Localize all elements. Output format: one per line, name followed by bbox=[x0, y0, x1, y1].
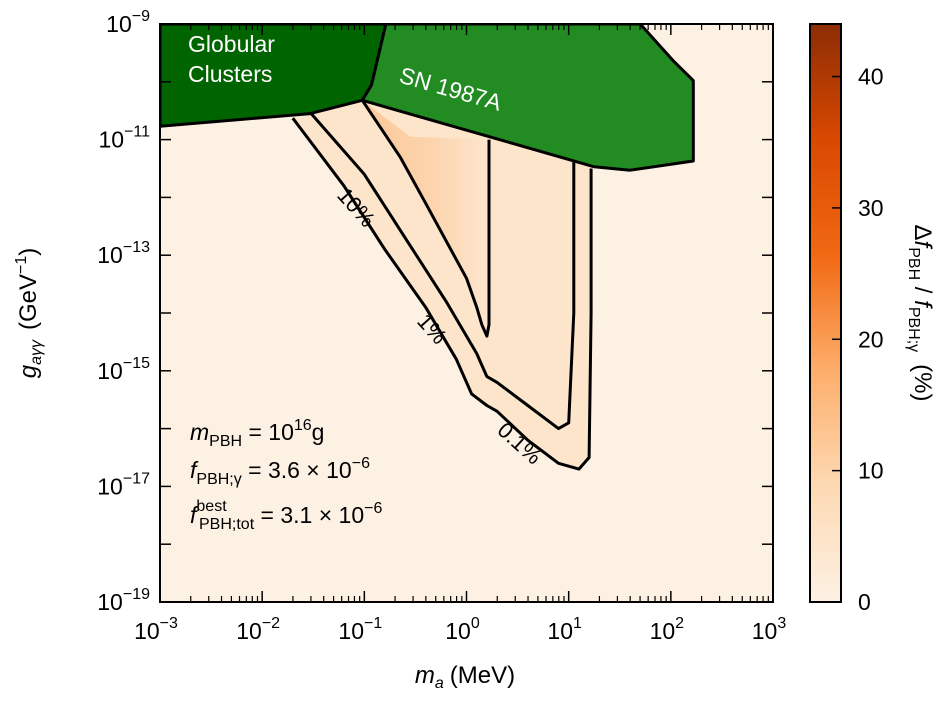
annotation-fbest-sup: best bbox=[196, 498, 227, 515]
colorbar-label-unit: (%) bbox=[909, 364, 936, 401]
x-tick-base: 10 bbox=[445, 618, 471, 644]
x-tick-exp: 0 bbox=[471, 615, 480, 632]
colorbar-tick-label: 10 bbox=[858, 458, 884, 484]
y-axis-label-symbol: g bbox=[15, 364, 42, 378]
globular-clusters-label-line1: Globular bbox=[188, 31, 275, 57]
x-tick-base: 10 bbox=[134, 618, 160, 644]
annotation-mass-sub: PBH bbox=[209, 433, 242, 450]
annotation-fbest-sym: f bbox=[190, 502, 199, 528]
y-axis-label-exp: −1 bbox=[13, 256, 30, 274]
annotation-fbest-eq: = 3.1 × 10 bbox=[254, 502, 364, 528]
colorbar-tick-label: 20 bbox=[858, 326, 884, 352]
colorbar-tick-label: 30 bbox=[858, 195, 884, 221]
heatmap-band-above-10pct bbox=[362, 100, 489, 337]
annotation-fgamma-sym: f bbox=[190, 457, 199, 483]
colorbar-label-delta: Δ bbox=[909, 225, 936, 241]
y-tick-exp: −17 bbox=[123, 470, 150, 487]
x-tick-exp: −1 bbox=[364, 615, 382, 632]
x-axis-label-sub: a bbox=[435, 675, 444, 692]
colorbar bbox=[809, 23, 842, 603]
y-tick-base: 10 bbox=[97, 358, 123, 384]
colorbar-label-sep: / bbox=[909, 280, 936, 300]
colorbar-label: ΔfPBH / fPBH;γ(%) bbox=[905, 225, 936, 402]
x-tick-base: 10 bbox=[752, 618, 778, 644]
annotation-fgamma-sub: PBH;γ bbox=[196, 471, 241, 488]
x-tick-label: 10−1 bbox=[338, 615, 382, 644]
y-tick-exp: −9 bbox=[132, 8, 150, 25]
globular-clusters-label-line2: Clusters bbox=[188, 61, 272, 87]
colorbar-ticks bbox=[832, 75, 841, 603]
contour-line-2 bbox=[291, 117, 593, 471]
y-axis-label-sub: aγγ bbox=[28, 339, 45, 365]
x-axis-tick-labels: 10−3 10−2 10−1 100 101 102 103 bbox=[134, 615, 786, 644]
y-tick-base: 10 bbox=[97, 242, 123, 268]
x-axis-ticks bbox=[159, 24, 774, 602]
x-tick-exp: 2 bbox=[675, 615, 684, 632]
x-axis-label-symbol: m bbox=[415, 662, 435, 689]
colorbar-tick-label: 0 bbox=[858, 589, 871, 615]
x-tick-base: 10 bbox=[338, 618, 364, 644]
y-tick-exp: −15 bbox=[123, 355, 150, 372]
y-tick-base: 10 bbox=[97, 473, 123, 499]
y-tick-base: 10 bbox=[106, 11, 132, 37]
x-tick-label: 10−2 bbox=[236, 615, 280, 644]
y-axis-label: gaγγ (GeV−1) bbox=[13, 248, 45, 379]
x-tick-base: 10 bbox=[236, 618, 262, 644]
annotation-fgamma-eq: = 3.6 × 10 bbox=[242, 457, 352, 483]
y-tick-label: 10−9 bbox=[106, 8, 150, 37]
y-tick-label: 10−13 bbox=[97, 239, 150, 268]
annotation-mass-sym: m bbox=[190, 419, 209, 445]
x-tick-label: 103 bbox=[752, 615, 787, 644]
annotation-fbest: fbest PBH;tot = 3.1 × 10−6 bbox=[190, 498, 382, 533]
contour-lines bbox=[291, 99, 593, 471]
contour-line-1 bbox=[310, 112, 576, 431]
y-axis-ticks bbox=[160, 23, 773, 603]
x-axis-label-unit: (MeV) bbox=[450, 662, 515, 689]
annotation-mass-exp: 16 bbox=[294, 417, 312, 434]
x-tick-exp: −3 bbox=[160, 615, 178, 632]
colorbar-label-f2: f bbox=[909, 300, 936, 309]
y-tick-label: 10−19 bbox=[97, 586, 150, 615]
y-tick-exp: −11 bbox=[124, 124, 150, 141]
annotation-fgamma-exp: −6 bbox=[352, 455, 370, 472]
x-tick-base: 10 bbox=[650, 618, 676, 644]
y-axis-label-close: ) bbox=[15, 248, 42, 256]
annotation-fgamma: fPBH;γ = 3.6 × 10−6 bbox=[190, 455, 370, 488]
colorbar-label-f1: f bbox=[909, 241, 936, 250]
x-tick-base: 10 bbox=[547, 618, 573, 644]
heatmap-band-0p1-1pct bbox=[292, 100, 592, 470]
annotation-mass-unit: g bbox=[312, 419, 325, 445]
x-tick-label: 10−3 bbox=[134, 615, 178, 644]
colorbar-tick-labels: 0 10 20 30 40 bbox=[858, 64, 884, 615]
y-tick-exp: −13 bbox=[123, 239, 150, 256]
colorbar-label-sub2: PBH;γ bbox=[905, 307, 922, 352]
annotation-fbest-sub: PBH;tot bbox=[199, 516, 255, 533]
y-tick-exp: −19 bbox=[123, 586, 150, 603]
y-tick-label: 10−11 bbox=[98, 124, 150, 153]
y-axis-label-unit: (GeV bbox=[15, 274, 42, 330]
x-tick-exp: 3 bbox=[777, 615, 786, 632]
colorbar-label-sub1: PBH bbox=[905, 247, 922, 280]
x-tick-label: 100 bbox=[445, 615, 480, 644]
colorbar-tick-label: 40 bbox=[858, 64, 884, 90]
y-tick-base: 10 bbox=[97, 589, 123, 615]
contour-line-0 bbox=[361, 99, 491, 338]
x-tick-exp: −2 bbox=[262, 615, 280, 632]
annotation-mass: mPBH = 1016g bbox=[190, 417, 324, 450]
annotation-fbest-exp: −6 bbox=[364, 500, 382, 517]
x-axis-label: ma (MeV) bbox=[415, 662, 515, 692]
annotation-mass-eq: = 10 bbox=[242, 419, 294, 445]
x-tick-label: 102 bbox=[650, 615, 685, 644]
x-tick-exp: 1 bbox=[573, 615, 582, 632]
y-tick-base: 10 bbox=[98, 127, 124, 153]
globular-clusters-region bbox=[160, 24, 388, 128]
y-tick-label: 10−15 bbox=[97, 355, 150, 384]
y-tick-label: 10−17 bbox=[97, 470, 150, 499]
x-tick-label: 101 bbox=[547, 615, 582, 644]
